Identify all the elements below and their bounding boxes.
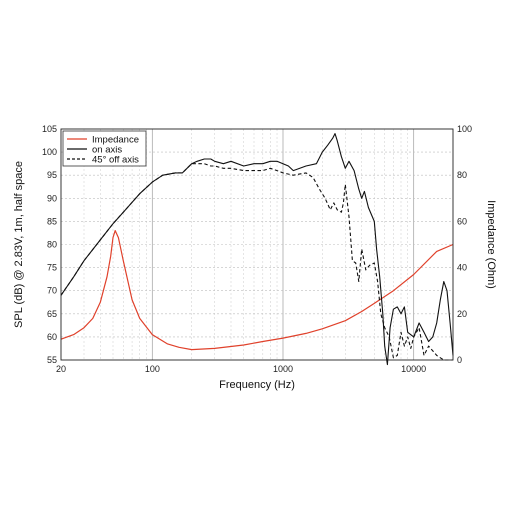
y-tick-label: 85 bbox=[47, 216, 57, 226]
y-tick-label: 60 bbox=[47, 332, 57, 342]
tick-labels: 20 100 1000 10000 55 60 65 70 75 80 85 90 95 100 105 0 2… bbox=[42, 124, 472, 374]
y2-tick-label: 60 bbox=[457, 216, 467, 226]
series-layer bbox=[60, 133, 454, 366]
x-tick-label: 20 bbox=[56, 364, 66, 374]
y-tick-label: 75 bbox=[47, 263, 57, 273]
plot-frame bbox=[60, 128, 454, 361]
y-axis-label: SPL (dB) @ 2.83V, 1m, half space bbox=[13, 161, 25, 328]
grid bbox=[61, 129, 453, 360]
series-line-45-off-axis bbox=[60, 163, 453, 361]
x-tick-label: 10000 bbox=[401, 364, 426, 374]
legend-entry-on-axis: on axis bbox=[92, 145, 122, 156]
x-tick-label: 100 bbox=[145, 364, 160, 374]
y2-axis-label: Impedance (Ohm) bbox=[485, 200, 497, 289]
legend: Impedance on axis 45° off axis bbox=[62, 130, 147, 167]
legend-entry-off-axis: 45° off axis bbox=[92, 155, 139, 166]
y-tick-label: 70 bbox=[47, 286, 57, 296]
y-tick-label: 90 bbox=[47, 193, 57, 203]
y2-tick-label: 0 bbox=[457, 355, 462, 365]
y2-tick-label: 40 bbox=[457, 263, 467, 273]
x-axis-label: Frequency (Hz) bbox=[219, 379, 295, 391]
y-tick-label: 100 bbox=[42, 147, 57, 157]
legend-entry-impedance: Impedance bbox=[92, 135, 139, 146]
y2-tick-label: 100 bbox=[457, 124, 472, 134]
x-tick-label: 1000 bbox=[273, 364, 293, 374]
series-line-impedance bbox=[60, 230, 454, 351]
y-tick-label: 105 bbox=[42, 124, 57, 134]
y-tick-label: 95 bbox=[47, 170, 57, 180]
y-tick-label: 55 bbox=[47, 355, 57, 365]
y-tick-label: 65 bbox=[47, 309, 57, 319]
y2-tick-label: 80 bbox=[457, 170, 467, 180]
y2-tick-label: 20 bbox=[457, 309, 467, 319]
y-tick-label: 80 bbox=[47, 240, 57, 250]
series-line-on-axis bbox=[60, 133, 454, 366]
